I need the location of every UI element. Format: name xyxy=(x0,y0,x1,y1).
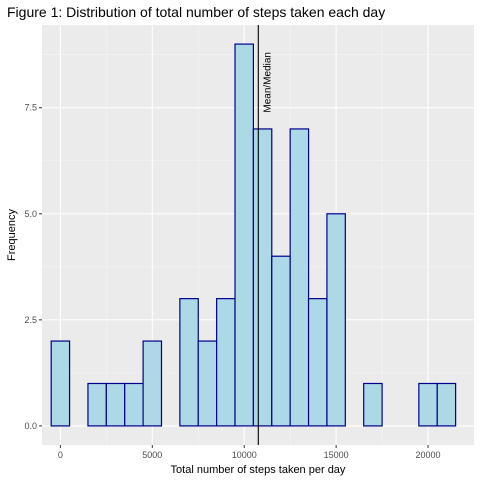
histogram-bars xyxy=(50,43,457,427)
histogram-bar xyxy=(179,298,199,427)
x-tick-label: 5000 xyxy=(142,450,162,460)
histogram-bar xyxy=(307,298,328,427)
histogram-bar xyxy=(105,382,126,427)
x-tick-label: 0 xyxy=(58,450,63,460)
histogram-bar xyxy=(50,340,71,427)
histogram-bar xyxy=(326,213,346,427)
histogram-bar xyxy=(234,43,255,427)
chart-title: Figure 1: Distribution of total number o… xyxy=(7,4,386,20)
histogram-bar xyxy=(289,128,310,427)
mean-median-label: Mean/Median xyxy=(262,52,273,113)
y-axis-title: Frequency xyxy=(6,209,18,261)
x-tick-label: 20000 xyxy=(416,450,441,460)
y-tick-label: 5.0 xyxy=(24,209,37,219)
histogram-bar xyxy=(197,340,218,427)
histogram-bar xyxy=(142,340,163,427)
x-axis-title: Total number of steps taken per day xyxy=(171,464,346,476)
histogram-bar xyxy=(418,382,438,427)
y-axis-ticks: 0.0 2.5 5.0 7.5 xyxy=(24,103,42,431)
x-axis-ticks: 0 5000 10000 15000 20000 xyxy=(58,445,441,460)
histogram-bar xyxy=(87,382,107,427)
x-tick-label: 10000 xyxy=(232,450,257,460)
y-tick-label: 2.5 xyxy=(24,315,37,325)
histogram-bar xyxy=(436,382,457,427)
y-tick-label: 7.5 xyxy=(24,103,37,113)
histogram-bar xyxy=(252,128,273,427)
x-tick-label: 15000 xyxy=(324,450,349,460)
histogram-bar xyxy=(271,255,291,427)
histogram-bar xyxy=(216,298,236,427)
y-tick-label: 0.0 xyxy=(24,421,37,431)
histogram-bar xyxy=(124,382,144,427)
histogram-bar xyxy=(363,382,383,427)
